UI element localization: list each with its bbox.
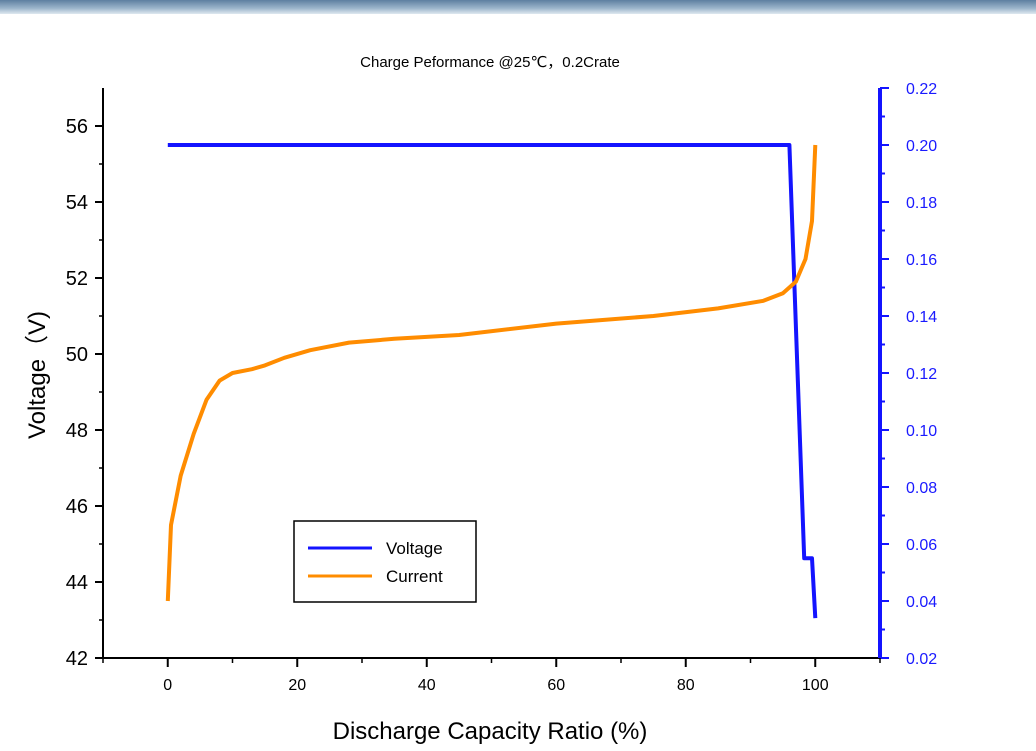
y-tick-label: 44 [66,572,88,594]
legend: Voltage Current [293,520,477,603]
y2-tick-label: 0.08 [906,480,937,497]
x-tick-label: 40 [418,677,436,694]
x-tick-label: 80 [677,677,695,694]
y-tick-label: 48 [66,420,88,442]
y2-tick-label: 0.22 [906,81,937,98]
chart-title: Charge Peformance @25℃，0.2Crate [360,54,620,71]
top-decorative-band [0,0,1036,14]
series-line-voltage [167,143,818,619]
legend-box [293,520,477,603]
y2-tick-label: 0.10 [906,423,937,440]
x-tick-label: 0 [163,677,172,694]
axes: 42 44 46 48 50 52 54 56 0.02 0.04 0.06 0.08 0.10 0.12… [66,81,937,694]
y-tick-label: 50 [66,344,88,366]
y2-tick-label: 0.16 [906,252,937,269]
y2-tick-label: 0.12 [906,366,937,383]
y2-tick-label: 0.14 [906,309,937,326]
legend-label-current: Current [386,567,443,586]
y-tick-label: 46 [66,496,88,518]
series-line-current [165,144,818,602]
x-tick-label: 60 [547,677,565,694]
x-axis-title: Discharge Capacity Ratio (%) [333,718,648,745]
y2-tick-label: 0.18 [906,195,937,212]
x-tick-label: 100 [802,677,829,694]
x-tick-label: 20 [288,677,306,694]
y-tick-label: 52 [66,268,88,290]
y-tick-label: 56 [66,116,88,138]
legend-label-voltage: Voltage [386,539,443,558]
plot-area [165,143,818,619]
y-tick-label: 54 [66,192,88,214]
y2-tick-label: 0.06 [906,537,937,554]
y-tick-label: 42 [66,648,88,670]
y-axis-title: Voltage（V) [24,311,51,439]
y2-tick-label: 0.02 [906,651,937,668]
y2-tick-label: 0.04 [906,594,937,611]
y2-tick-label: 0.20 [906,138,937,155]
